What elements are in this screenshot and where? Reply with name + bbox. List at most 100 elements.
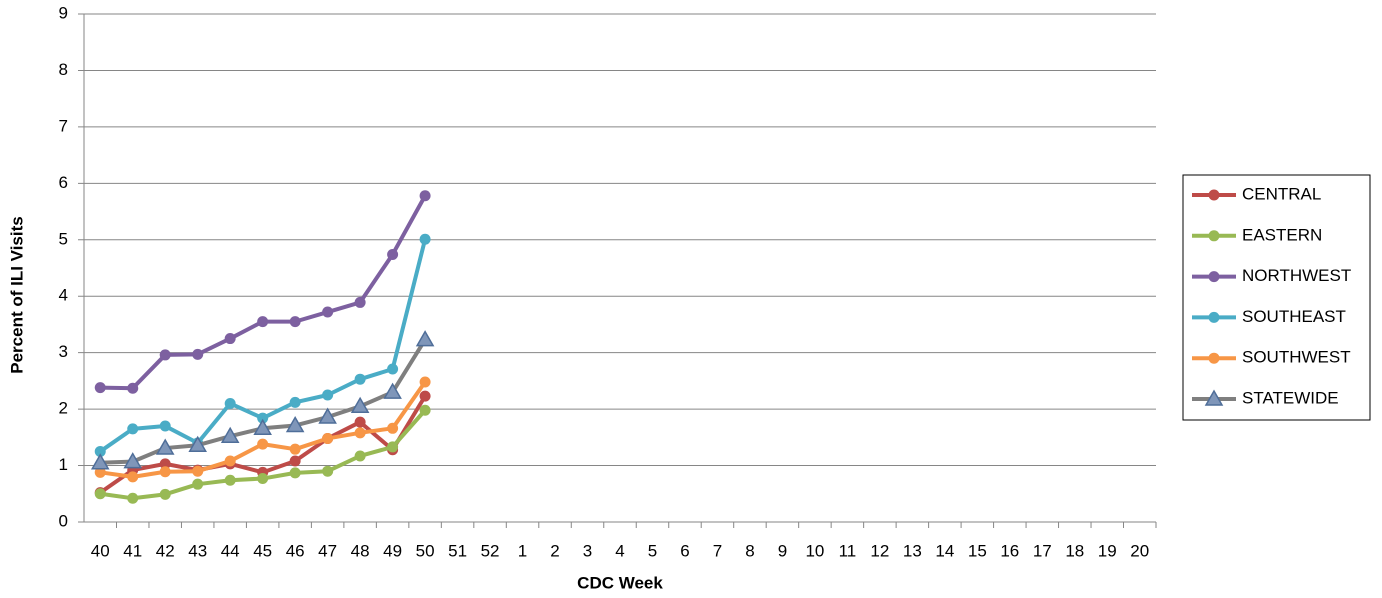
data-point — [387, 422, 399, 434]
legend-box — [1182, 174, 1371, 421]
x-tick-label: 40 — [91, 541, 110, 560]
data-point — [192, 478, 204, 490]
data-point — [387, 441, 399, 453]
data-point — [94, 466, 106, 478]
y-tick-label: 1 — [59, 455, 68, 474]
data-point — [159, 458, 171, 470]
x-tick-label: 47 — [318, 541, 337, 560]
data-point — [350, 396, 370, 414]
legend-marker — [1208, 311, 1220, 323]
data-point — [257, 473, 269, 485]
data-point — [322, 432, 334, 444]
x-tick-label: 8 — [745, 541, 754, 560]
data-point — [192, 348, 204, 360]
x-tick-label: 41 — [123, 541, 142, 560]
data-point — [220, 426, 240, 443]
legend-marker — [1208, 271, 1220, 283]
x-tick-label: 14 — [935, 541, 954, 560]
y-tick-label: 6 — [59, 173, 68, 192]
legend-label: SOUTHEAST — [1242, 307, 1346, 326]
data-point — [257, 316, 269, 328]
data-point — [289, 396, 301, 408]
x-tick-label: 49 — [383, 541, 402, 560]
x-tick-label: 7 — [713, 541, 722, 560]
x-tick-label: 20 — [1130, 541, 1149, 560]
data-point — [354, 373, 366, 385]
data-point — [159, 349, 171, 361]
data-point — [318, 407, 337, 424]
data-point — [289, 467, 301, 479]
data-point — [257, 412, 269, 424]
data-point — [127, 471, 139, 483]
x-tick-label: 16 — [1000, 541, 1019, 560]
x-tick-label: 42 — [156, 541, 175, 560]
x-tick-label: 12 — [870, 541, 889, 560]
data-point — [155, 438, 175, 455]
legend-label: CENTRAL — [1242, 184, 1321, 203]
x-axis-title: CDC Week — [577, 573, 663, 592]
x-tick-label: 45 — [253, 541, 272, 560]
y-tick-label: 5 — [59, 229, 68, 248]
data-point — [419, 404, 431, 416]
data-point — [322, 389, 334, 401]
legend-marker — [1208, 352, 1220, 364]
x-tick-label: 19 — [1098, 541, 1117, 560]
x-tick-label: 1 — [518, 541, 527, 560]
data-point — [322, 306, 334, 318]
legend-marker — [1204, 389, 1224, 406]
data-point — [94, 488, 106, 500]
x-tick-label: 9 — [778, 541, 787, 560]
data-point — [224, 397, 236, 409]
x-tick-label: 4 — [615, 541, 624, 560]
data-point — [419, 233, 431, 245]
x-tick-label: 10 — [805, 541, 824, 560]
data-point — [188, 435, 207, 452]
data-point — [94, 382, 106, 394]
y-tick-label: 9 — [59, 3, 68, 22]
data-point — [90, 453, 110, 470]
legend-label: EASTERN — [1242, 225, 1322, 244]
data-point — [257, 438, 269, 450]
legend-label: STATEWIDE — [1242, 388, 1339, 407]
y-tick-label: 0 — [59, 511, 68, 530]
data-point — [289, 443, 301, 455]
data-point — [159, 420, 171, 432]
data-point — [289, 455, 301, 467]
x-tick-label: 3 — [583, 541, 592, 560]
x-tick-label: 48 — [351, 541, 370, 560]
data-point — [192, 465, 204, 477]
x-tick-label: 18 — [1065, 541, 1084, 560]
data-point — [354, 416, 366, 428]
data-point — [159, 488, 171, 500]
data-point — [123, 452, 143, 469]
y-tick-label: 4 — [59, 286, 68, 305]
x-tick-label: 51 — [448, 541, 467, 560]
x-tick-label: 11 — [839, 541, 857, 560]
legend-marker — [1208, 189, 1220, 201]
x-tick-label: 44 — [221, 541, 240, 560]
y-tick-label: 7 — [59, 116, 68, 135]
legend-label: SOUTHWEST — [1242, 348, 1351, 367]
data-point — [224, 455, 236, 467]
legend-label: NORTHWEST — [1242, 266, 1351, 285]
data-point — [354, 427, 366, 439]
x-tick-label: 17 — [1033, 541, 1052, 560]
data-point — [285, 415, 305, 433]
x-tick-label: 5 — [648, 541, 657, 560]
data-point — [419, 390, 431, 402]
data-point — [322, 465, 334, 477]
data-point — [224, 333, 236, 345]
legend-marker — [1208, 230, 1220, 242]
data-point — [253, 418, 272, 436]
x-tick-label: 50 — [416, 541, 435, 560]
data-point — [127, 423, 139, 435]
x-tick-label: 6 — [680, 541, 689, 560]
data-point — [127, 492, 139, 504]
data-point — [224, 474, 236, 486]
y-axis-title: Percent of ILI Visits — [7, 216, 26, 373]
x-tick-label: 2 — [550, 541, 559, 560]
data-point — [127, 382, 139, 394]
y-tick-label: 3 — [59, 342, 68, 361]
x-tick-label: 15 — [968, 541, 987, 560]
